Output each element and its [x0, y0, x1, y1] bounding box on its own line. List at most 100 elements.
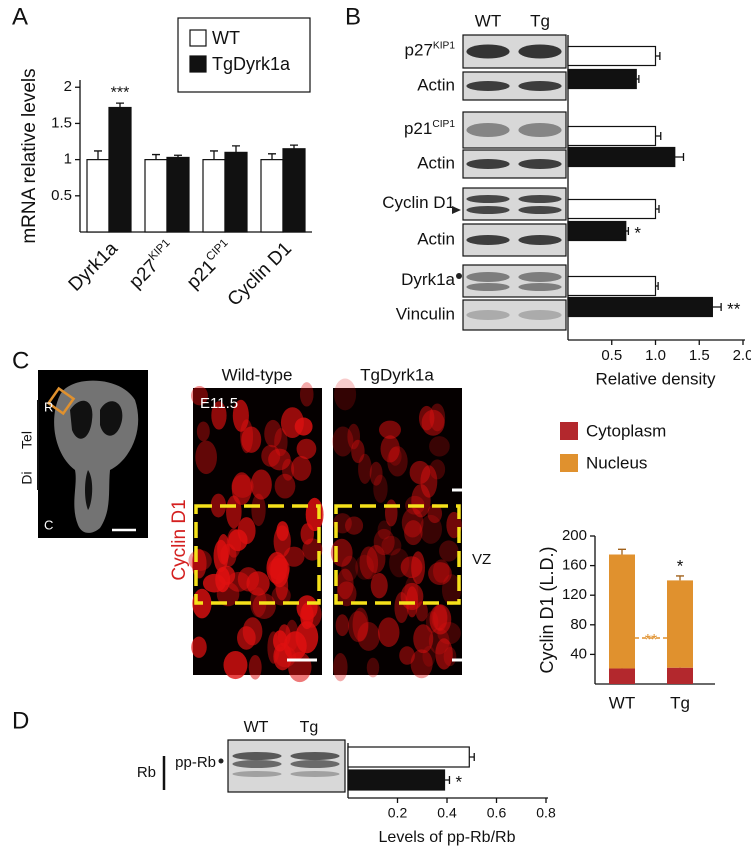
nucleus-signal	[283, 546, 305, 567]
blot-band	[466, 283, 510, 291]
blot-label: Vinculin	[396, 304, 455, 323]
nucleus-signal	[305, 497, 324, 532]
nucleus-signal	[250, 469, 272, 500]
blot-band	[518, 283, 562, 291]
nucleus-signal	[351, 439, 365, 464]
nucleus-signal	[421, 409, 445, 436]
stage-label: E11.5	[200, 395, 238, 412]
lane-label: WT	[244, 719, 269, 736]
nucleus-signal	[429, 436, 450, 457]
blot-band	[518, 123, 562, 137]
legend-label: WT	[212, 28, 240, 48]
nucleus-signal	[427, 503, 443, 524]
nucleus-signal	[237, 517, 256, 545]
region-label: Di	[19, 471, 35, 484]
zone-label: VZ	[472, 551, 491, 568]
nucleus-signal	[273, 642, 292, 671]
nucleus-signal	[336, 581, 357, 607]
nucleus-signal	[335, 614, 349, 637]
blot-label: Rb	[137, 764, 156, 781]
blot-band	[466, 44, 510, 59]
label: Cyclin D1	[382, 193, 455, 212]
error-bar	[469, 753, 475, 761]
blot	[462, 187, 567, 221]
nucleus-signal	[237, 626, 256, 650]
error-bar	[674, 153, 685, 161]
label-sup: CIP1	[432, 119, 455, 130]
nucleus-signal	[196, 421, 210, 442]
blot-label: Actin	[417, 229, 455, 248]
panel-label: C	[12, 347, 29, 374]
legend-label: Nucleus	[586, 453, 647, 472]
error-bar	[655, 282, 659, 290]
panel-label: D	[12, 707, 29, 734]
blot-band	[518, 81, 562, 91]
vz-box	[334, 504, 461, 605]
blot-band	[466, 310, 510, 320]
label: p21CIP1	[404, 119, 455, 139]
y-tick-label: 120	[562, 586, 587, 603]
blot-band	[232, 771, 282, 777]
blot-band	[466, 235, 510, 245]
error-bar	[655, 205, 660, 213]
error-bar	[174, 154, 182, 158]
nucleus-signal	[227, 571, 250, 592]
nucleus-signal	[404, 520, 423, 546]
legend-swatch	[560, 422, 578, 440]
nucleus-signal	[433, 604, 448, 632]
nucleus-signal	[250, 587, 267, 618]
nucleus-signal	[404, 576, 419, 609]
nucleus-signal	[366, 657, 380, 678]
significance: *	[634, 223, 641, 242]
nucleus-signal	[418, 405, 435, 431]
nucleus-signal	[441, 574, 462, 606]
significance: *	[677, 556, 684, 575]
blot-band	[518, 272, 562, 282]
orientation-label: C	[44, 517, 53, 532]
nucleus-signal	[377, 520, 392, 540]
blot-band	[466, 195, 510, 203]
nucleus-signal	[301, 600, 322, 628]
bar	[166, 156, 190, 233]
legend-label: Cytoplasm	[586, 421, 666, 440]
nucleus-signal	[248, 654, 262, 680]
significance: **	[727, 299, 741, 318]
micrograph-title: Wild-type	[222, 365, 293, 384]
nucleus-signal	[429, 459, 446, 480]
nucleus-signal	[333, 653, 348, 682]
legend-swatch	[189, 55, 207, 73]
nucleus-signal	[409, 460, 431, 485]
error-bar	[210, 150, 218, 160]
nucleus-signal	[332, 426, 354, 457]
nucleus-signal	[210, 493, 227, 518]
x-tick-label: WT	[609, 693, 635, 712]
legend-swatch	[560, 454, 578, 472]
bar	[108, 106, 132, 233]
blot-band	[518, 310, 562, 320]
bar	[347, 746, 470, 768]
nucleus-signal	[429, 604, 452, 635]
x-tick-label: 0.8	[536, 805, 556, 821]
orientation-label: R	[44, 399, 53, 414]
nucleus-signal	[425, 611, 439, 633]
nucleus-signal	[333, 513, 352, 534]
nucleus-signal	[429, 403, 446, 432]
error-bar	[444, 776, 451, 784]
nucleus-signal	[280, 407, 304, 439]
legend-swatch	[189, 29, 207, 47]
nucleus-signal	[381, 535, 402, 556]
blot-band	[290, 760, 340, 768]
nucleus-signal	[366, 544, 386, 574]
blot	[462, 111, 567, 149]
nucleus-signal	[341, 555, 359, 582]
nucleus-signal	[384, 499, 398, 527]
nucleus-signal	[422, 645, 436, 667]
bar	[567, 146, 676, 168]
nucleus-signal	[195, 440, 218, 475]
nucleus-signal	[231, 472, 252, 506]
bar	[260, 159, 284, 233]
bar-segment	[609, 668, 635, 684]
nucleus-signal	[352, 607, 369, 642]
lane-label: WT	[475, 11, 501, 30]
nucleus-signal	[264, 419, 282, 448]
